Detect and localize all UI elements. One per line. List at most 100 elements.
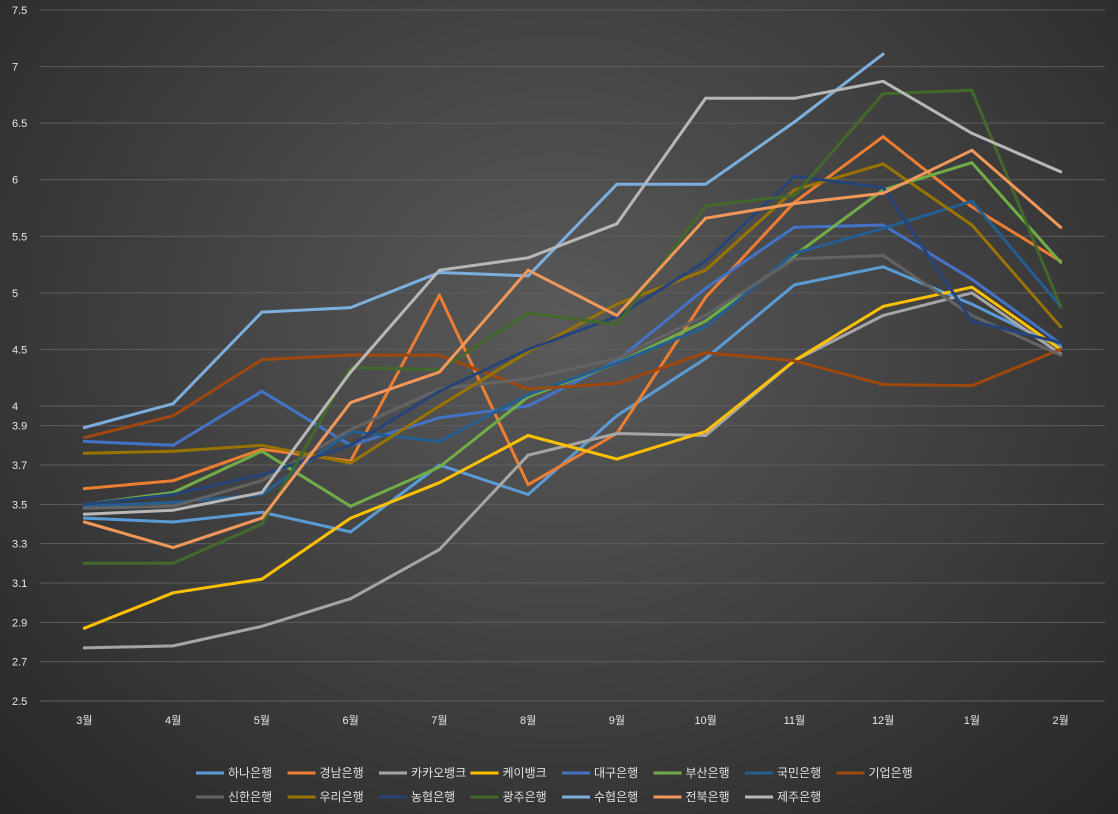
- series-line: [82, 174, 1063, 506]
- data-point: [437, 416, 441, 420]
- data-point: [437, 548, 441, 552]
- data-point: [526, 483, 530, 487]
- data-point: [970, 148, 974, 152]
- data-point: [349, 530, 353, 534]
- data-point: [792, 201, 796, 205]
- x-tick-label: 7월: [431, 714, 447, 727]
- data-point: [171, 520, 175, 524]
- data-point: [526, 268, 530, 272]
- data-point: [792, 283, 796, 287]
- legend-label: 카카오뱅크: [411, 766, 466, 780]
- data-point: [704, 325, 708, 329]
- data-point: [881, 186, 885, 190]
- data-point: [260, 389, 264, 393]
- x-tick-label: 2월: [1053, 714, 1069, 727]
- data-point: [260, 443, 264, 447]
- data-point: [615, 323, 619, 327]
- data-point: [526, 404, 530, 408]
- data-point: [615, 222, 619, 226]
- data-point: [970, 199, 974, 203]
- data-point: [881, 254, 885, 258]
- data-point: [704, 268, 708, 272]
- legend-item: 광주은행: [470, 789, 547, 804]
- legend-label: 기업은행: [869, 765, 913, 780]
- data-point: [1059, 225, 1063, 229]
- data-point: [1059, 341, 1063, 345]
- data-point: [615, 432, 619, 436]
- data-point: [437, 389, 441, 393]
- data-point: [970, 88, 974, 92]
- x-tick-label: 8월: [520, 714, 536, 727]
- data-point: [704, 182, 708, 186]
- data-point: [704, 286, 708, 290]
- legend-item: 부산은행: [653, 765, 730, 780]
- y-tick-label: 3.7: [12, 460, 27, 472]
- data-point: [881, 191, 885, 195]
- data-point: [260, 473, 264, 477]
- legend-label: 수협은행: [594, 789, 638, 804]
- data-point: [881, 92, 885, 96]
- data-point: [82, 626, 86, 630]
- data-point: [970, 319, 974, 323]
- data-point: [526, 434, 530, 437]
- data-point: [970, 205, 974, 209]
- data-point: [260, 577, 264, 581]
- legend-item: 경남은행: [287, 765, 364, 780]
- series-lines: [82, 52, 1063, 650]
- data-point: [615, 381, 619, 385]
- legend-label: 전북은행: [686, 789, 730, 804]
- data-point: [970, 302, 974, 306]
- data-point: [82, 512, 86, 516]
- data-point: [615, 313, 619, 317]
- data-point: [615, 414, 619, 418]
- data-point: [171, 644, 175, 648]
- data-point: [82, 502, 86, 506]
- legend-item: 대구은행: [562, 765, 638, 780]
- series-line: [82, 162, 1063, 465]
- data-point: [704, 204, 708, 208]
- legend-item: 제주은행: [745, 789, 821, 804]
- legend-item: 하나은행: [196, 765, 272, 780]
- data-point: [970, 291, 974, 295]
- data-point: [171, 504, 175, 508]
- y-tick-label: 3.5: [12, 499, 27, 511]
- data-point: [792, 120, 796, 124]
- y-tick-label: 6.5: [12, 118, 27, 130]
- data-point: [349, 401, 353, 405]
- x-tick-label: 3월: [76, 714, 92, 727]
- data-point: [171, 508, 175, 512]
- data-point: [349, 428, 353, 432]
- data-point: [704, 356, 708, 360]
- data-point: [171, 402, 175, 406]
- data-point: [437, 293, 441, 297]
- data-point: [970, 285, 974, 289]
- data-point: [704, 430, 708, 434]
- data-point: [437, 268, 441, 272]
- x-tick-label: 1월: [964, 714, 980, 727]
- y-tick-label: 3.9: [12, 421, 27, 433]
- data-point: [171, 443, 175, 447]
- data-point: [82, 646, 86, 650]
- data-point: [881, 313, 885, 317]
- legend-item: 케이뱅크: [470, 766, 547, 780]
- data-point: [171, 449, 175, 453]
- data-point: [437, 481, 441, 485]
- series-line: [82, 52, 885, 430]
- data-point: [970, 384, 974, 388]
- x-tick-label: 5월: [254, 714, 270, 727]
- data-point: [1059, 260, 1063, 264]
- y-tick-label: 4.5: [12, 344, 27, 356]
- legend-label: 국민은행: [777, 765, 821, 780]
- data-point: [437, 404, 441, 408]
- data-point: [1059, 325, 1063, 329]
- y-tick-label: 7.5: [12, 5, 27, 17]
- data-point: [437, 353, 441, 357]
- data-point: [881, 135, 885, 139]
- data-point: [526, 393, 530, 397]
- data-point: [526, 256, 530, 260]
- y-tick-label: 6: [12, 175, 18, 187]
- data-point: [704, 216, 708, 220]
- series-line: [82, 148, 1063, 550]
- data-point: [526, 387, 530, 391]
- legend-item: 전북은행: [653, 789, 730, 804]
